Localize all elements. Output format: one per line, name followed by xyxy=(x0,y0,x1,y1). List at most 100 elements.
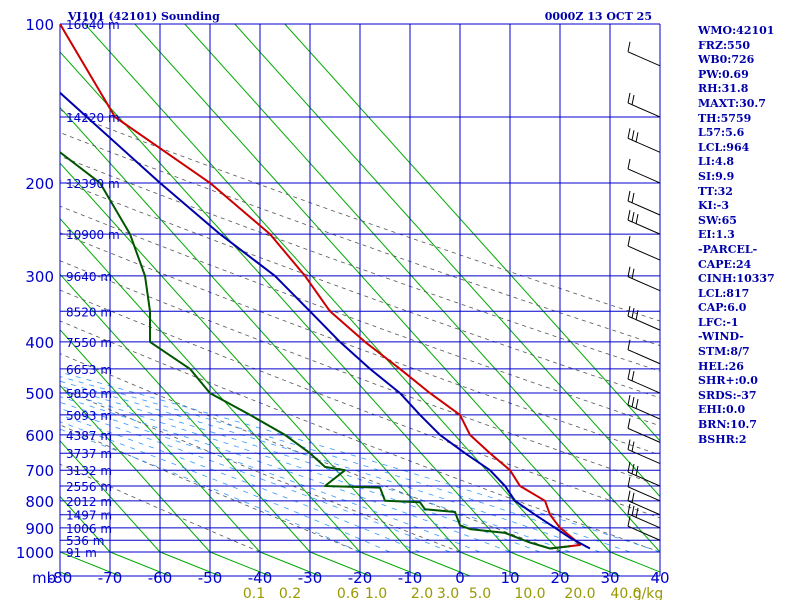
mixing-ratio-label: 3.0 xyxy=(437,586,459,600)
barb-staff xyxy=(627,315,661,331)
barb-staff xyxy=(627,219,661,235)
pressure-label: 100 xyxy=(25,16,54,34)
index-line: HEL:26 xyxy=(698,359,744,373)
isotherm-line xyxy=(134,24,611,553)
moist-adiabat xyxy=(60,428,361,553)
barb-flag xyxy=(627,41,631,52)
index-line: CAP:6.0 xyxy=(698,301,747,315)
barb-flag xyxy=(635,465,639,477)
temperature-tick-label: -70 xyxy=(98,569,123,587)
height-label: 2556 m xyxy=(66,480,112,494)
barb-flag xyxy=(631,370,635,382)
chart-time: 0000Z 13 OCT 25 xyxy=(545,10,652,23)
wind-barb xyxy=(627,236,661,261)
wind-barb xyxy=(627,128,661,153)
barb-flag xyxy=(631,94,635,106)
pressure-label: 700 xyxy=(25,462,54,480)
barb-staff xyxy=(627,276,661,292)
barb-flag xyxy=(631,396,635,408)
isotherm-line xyxy=(710,552,770,576)
temperature-tick-label: -30 xyxy=(298,569,323,587)
index-line: KI:-3 xyxy=(698,199,729,213)
dry-adiabat xyxy=(60,205,660,427)
index-line: STM:8/7 xyxy=(698,345,750,359)
barb-staff xyxy=(627,404,661,420)
index-line: LFC:-1 xyxy=(698,315,739,329)
wind-barb xyxy=(627,476,661,502)
height-label: 4387 m xyxy=(66,429,112,443)
index-line: PW:0.69 xyxy=(698,67,749,81)
height-label: 5850 m xyxy=(66,387,112,401)
barb-flag xyxy=(627,266,631,277)
mixing-ratio-label: 20.0 xyxy=(564,586,595,600)
wind-barb xyxy=(627,158,661,184)
dry-adiabat xyxy=(60,289,660,519)
barb-staff xyxy=(627,449,661,465)
barb-flag xyxy=(635,310,639,321)
index-line: -PARCEL- xyxy=(698,242,758,256)
mixing-ratio-label: 0.6 xyxy=(337,586,359,600)
barb-flag xyxy=(627,418,631,429)
wind-barb xyxy=(627,394,661,420)
mixing-ratio-label: 0.2 xyxy=(279,586,301,600)
index-line: LCL:817 xyxy=(698,286,750,300)
index-line: BSHR:2 xyxy=(698,432,747,446)
wind-barb xyxy=(627,41,661,67)
barb-flag xyxy=(631,441,635,452)
isotherm-line xyxy=(60,440,161,553)
barb-flag xyxy=(627,503,631,514)
barb-flag xyxy=(635,507,639,518)
index-line: EI:1.3 xyxy=(698,228,735,242)
index-line: SRDS:-37 xyxy=(698,388,757,402)
barb-staff xyxy=(627,378,661,394)
pressure-label: 300 xyxy=(25,268,54,286)
temperature-tick-label: -60 xyxy=(148,569,173,587)
barb-staff xyxy=(627,200,661,216)
pressure-label: 600 xyxy=(25,427,54,445)
wind-barb xyxy=(627,92,661,118)
height-label: 6653 m xyxy=(66,363,112,377)
pressure-label: 800 xyxy=(25,493,54,511)
wind-barb xyxy=(627,210,661,235)
wind-barbs xyxy=(627,41,661,541)
temperature-tick-label: 40 xyxy=(650,569,669,587)
moist-adiabat xyxy=(60,421,391,553)
isotherm-line xyxy=(60,273,311,553)
mb-unit-label: mb xyxy=(32,569,56,587)
parcel-line xyxy=(60,92,591,550)
isotherm-lines xyxy=(60,24,770,576)
wind-barb xyxy=(627,368,661,394)
height-label: 91 m xyxy=(66,546,97,560)
index-line: CAPE:24 xyxy=(698,257,752,271)
barb-flag xyxy=(627,306,631,317)
index-line: FRZ:550 xyxy=(698,38,751,52)
barb-staff xyxy=(627,245,661,261)
wind-barb xyxy=(627,503,661,529)
isotherm-line xyxy=(284,24,660,442)
height-label: 12390 m xyxy=(66,177,120,191)
isotherm-line xyxy=(609,551,660,573)
index-line: BRN:10.7 xyxy=(698,418,757,432)
index-line: CINH:10337 xyxy=(698,272,775,286)
barb-flag xyxy=(627,490,631,501)
dry-adiabat xyxy=(60,155,660,372)
mixing-ratio-label: 5.0 xyxy=(469,586,491,600)
temperature-tick-label: 10 xyxy=(500,569,519,587)
barb-staff xyxy=(627,525,661,541)
height-label: 1497 m xyxy=(66,509,112,523)
height-label: 16640 m xyxy=(66,18,120,32)
index-line: SI:9.9 xyxy=(698,169,735,183)
height-label: 3132 m xyxy=(66,464,112,478)
barb-flag xyxy=(631,130,635,141)
isotherm-line xyxy=(184,24,660,553)
temperature-tick-label: 20 xyxy=(550,569,569,587)
barb-flag xyxy=(627,92,631,104)
index-line: LI:4.8 xyxy=(698,155,735,169)
barb-staff xyxy=(627,513,661,529)
dry-adiabat xyxy=(60,109,660,322)
pressure-label: 500 xyxy=(25,385,54,403)
wind-barb xyxy=(627,461,661,487)
index-line: WMO:42101 xyxy=(698,24,775,37)
index-line: -WIND- xyxy=(698,330,744,344)
barb-flag xyxy=(631,212,635,223)
